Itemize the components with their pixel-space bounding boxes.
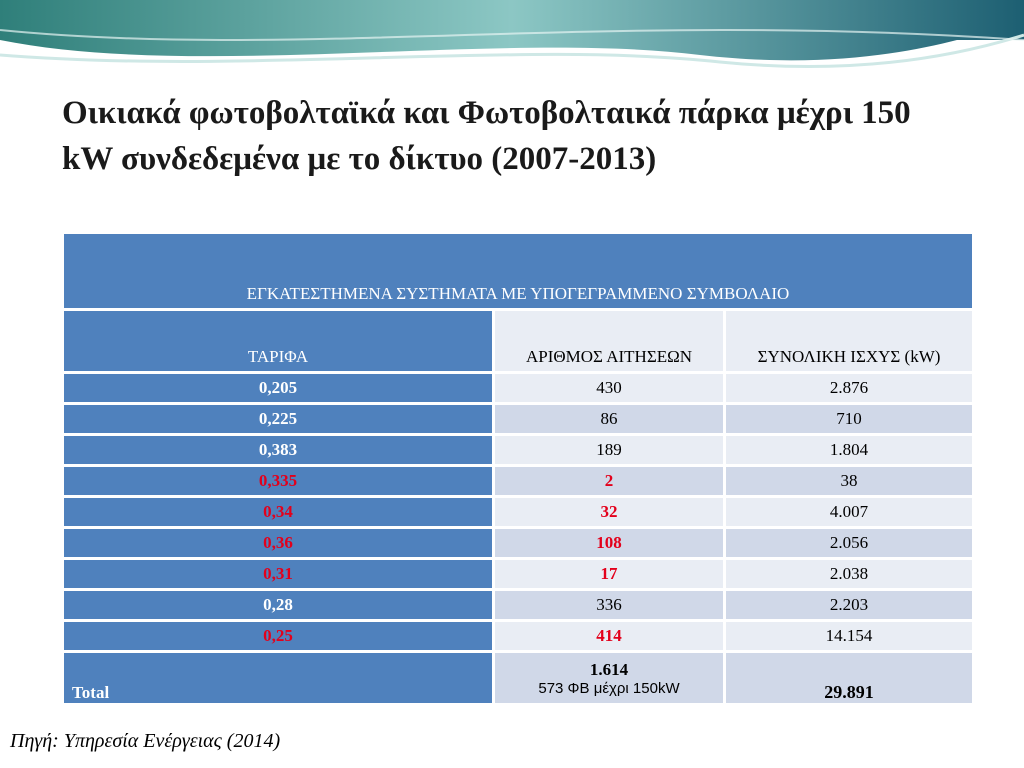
table-row: 0,383 189 1.804 (64, 436, 972, 464)
total-requests: 1.614 (589, 659, 629, 679)
table-row: 0,205 430 2.876 (64, 374, 972, 402)
table-cell: 2.038 (726, 560, 972, 588)
tariff-cell: 0,335 (64, 467, 492, 495)
source-note: Πηγή: Υπηρεσία Ενέργειας (2014) (10, 730, 281, 752)
tariff-cell: 0,225 (64, 405, 492, 433)
table-cell: 2.203 (726, 591, 972, 619)
table-row: 0,31 17 2.038 (64, 560, 972, 588)
table-cell: 430 (495, 374, 723, 402)
tariff-cell: 0,36 (64, 529, 492, 557)
tariff-cell: 0,34 (64, 498, 492, 526)
tariff-cell: 0,205 (64, 374, 492, 402)
total-label: Total (64, 653, 492, 703)
data-table: ΕΓΚΑΤΕΣΤΗΜΕΝΑ ΣΥΣΤΗΜΑΤΑ ΜΕ ΥΠΟΓΕΓΡΑΜΜΕΝΟ… (61, 231, 975, 706)
column-header: ΣΥΝΟΛΙΚΗ ΙΣΧΥΣ (kW) (726, 311, 972, 371)
table-cell: 336 (495, 591, 723, 619)
total-row: Total 1.614 573 ΦΒ μέχρι 150kW 29.891 (64, 653, 972, 703)
table-cell: 2 (495, 467, 723, 495)
header-wave (0, 0, 1024, 69)
table-cell: 17 (495, 560, 723, 588)
table-cell: 2.056 (726, 529, 972, 557)
tariff-cell: 0,28 (64, 591, 492, 619)
title: Οικιακά φωτοβολταϊκά και Φωτοβολταικά πά… (62, 95, 911, 177)
column-header: ΤΑΡΙΦΑ (64, 311, 492, 371)
table-row: 0,28 336 2.203 (64, 591, 972, 619)
table-row: 0,225 86 710 (64, 405, 972, 433)
table-row: 0,335 2 38 (64, 467, 972, 495)
total-power: 29.891 (726, 653, 972, 703)
table-caption: ΕΓΚΑΤΕΣΤΗΜΕΝΑ ΣΥΣΤΗΜΑΤΑ ΜΕ ΥΠΟΓΕΓΡΑΜΜΕΝΟ… (64, 234, 972, 308)
tariff-cell: 0,383 (64, 436, 492, 464)
table-cell: 86 (495, 405, 723, 433)
total-note: 573 ΦΒ μέχρι 150kW (538, 679, 680, 697)
table-row: 0,34 32 4.007 (64, 498, 972, 526)
table-cell: 414 (495, 622, 723, 650)
total-requests-cell: 1.614 573 ΦΒ μέχρι 150kW (495, 653, 723, 703)
column-header: ΑΡΙΘΜΟΣ ΑΙΤΗΣΕΩΝ (495, 311, 723, 371)
table-cell: 710 (726, 405, 972, 433)
table-cell: 38 (726, 467, 972, 495)
table-cell: 108 (495, 529, 723, 557)
tariff-cell: 0,25 (64, 622, 492, 650)
table-row: 0,25 414 14.154 (64, 622, 972, 650)
table-cell: 32 (495, 498, 723, 526)
table-cell: 14.154 (726, 622, 972, 650)
table-cell: 4.007 (726, 498, 972, 526)
table-cell: 2.876 (726, 374, 972, 402)
table-cell: 1.804 (726, 436, 972, 464)
table-row: 0,36 108 2.056 (64, 529, 972, 557)
table-cell: 189 (495, 436, 723, 464)
tariff-cell: 0,31 (64, 560, 492, 588)
